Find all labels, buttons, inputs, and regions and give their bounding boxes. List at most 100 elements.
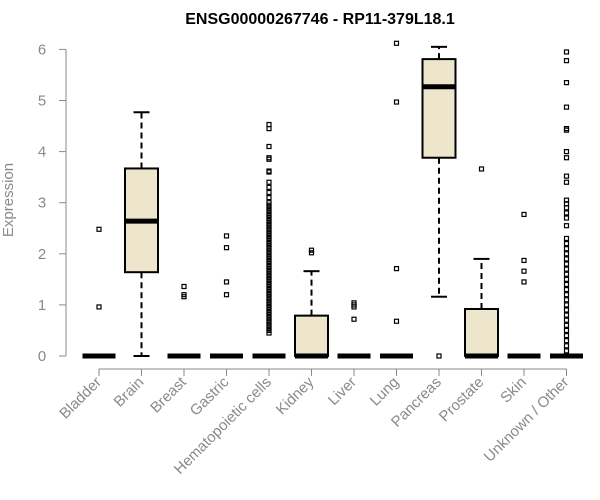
outlier-point: [308, 250, 315, 256]
outlier-point: [563, 240, 570, 247]
outlier-point: [223, 245, 230, 251]
outlier-point: [563, 155, 570, 161]
outlier-point: [266, 156, 272, 162]
outlier-point: [563, 307, 570, 313]
outlier-point: [563, 302, 570, 308]
outlier-point: [563, 312, 570, 318]
x-tick-label: Brain: [111, 374, 148, 411]
box-rect: [464, 307, 499, 358]
boxes-group: [82, 40, 583, 359]
outlier-point: [563, 261, 570, 267]
outlier-point: [563, 281, 570, 288]
outlier-point: [563, 343, 570, 349]
outlier-point: [563, 332, 570, 339]
y-tick-label: 1: [38, 297, 46, 314]
outlier-point: [563, 292, 570, 298]
outlier-point: [393, 99, 400, 105]
outlier-point: [563, 215, 570, 221]
outlier-point: [563, 210, 570, 216]
x-tick-label: Skin: [497, 374, 530, 407]
outlier-point: [563, 286, 570, 293]
box-prostate: [464, 166, 499, 359]
outlier-point: [223, 279, 230, 285]
box-skin: [507, 211, 541, 359]
outlier-point: [436, 353, 442, 359]
outlier-point: [266, 330, 272, 336]
y-axis-label: Expression: [0, 163, 17, 237]
outlier-point: [478, 166, 485, 172]
box-rect: [421, 58, 457, 159]
outlier-point: [563, 251, 570, 257]
y-tick-label: 6: [38, 41, 46, 58]
x-tick-label: Prostate: [436, 374, 488, 426]
outlier-point: [181, 283, 187, 290]
outlier-point: [563, 317, 570, 323]
outlier-point: [181, 294, 187, 300]
outlier-point: [351, 304, 357, 310]
outlier-point: [563, 80, 570, 86]
outlier-point: [563, 327, 570, 334]
outlier-point: [563, 246, 570, 252]
box-hematopoietic-cells: [252, 121, 286, 359]
x-tick-label: Kidney: [273, 373, 318, 418]
x-tick-label: Lung: [367, 374, 403, 410]
box-bladder: [82, 226, 116, 359]
outlier-point: [223, 292, 230, 298]
outlier-point: [563, 49, 570, 55]
box-lung: [380, 40, 413, 359]
y-tick-label: 5: [38, 93, 46, 110]
outlier-point: [521, 279, 527, 285]
y-tick-label: 4: [38, 144, 46, 161]
outlier-point: [96, 304, 102, 310]
outlier-point: [563, 58, 570, 64]
outlier-point: [563, 276, 570, 282]
outlier-point: [563, 297, 570, 303]
box-liver: [337, 300, 371, 359]
outlier-point: [563, 266, 570, 272]
x-tick-label: Breast: [147, 373, 190, 416]
outlier-point: [563, 322, 570, 328]
outlier-point: [351, 316, 357, 322]
outlier-point: [521, 268, 527, 274]
outlier-point: [521, 211, 527, 218]
box-brain: [124, 111, 159, 357]
outlier-point: [563, 348, 570, 354]
outlier-point: [266, 143, 272, 150]
y-tick-label: 0: [38, 348, 46, 365]
outlier-point: [563, 235, 570, 242]
outlier-point: [393, 318, 400, 324]
outlier-point: [393, 266, 400, 272]
x-tick-label: Liver: [325, 374, 360, 409]
outlier-point: [96, 226, 102, 232]
outlier-point: [266, 194, 272, 201]
outlier-point: [266, 189, 272, 196]
outlier-point: [223, 233, 230, 239]
outlier-point: [266, 126, 272, 132]
outlier-point: [393, 40, 400, 46]
x-tick-label: Bladder: [56, 374, 105, 423]
chart-title: ENSG00000267746 - RP11-379L18.1: [185, 11, 455, 28]
outlier-point: [563, 149, 570, 155]
outlier-point: [266, 121, 272, 128]
outlier-point: [563, 104, 570, 110]
y-tick-label: 3: [38, 195, 46, 212]
y-axis: 0 1 2 3 4 5 6: [38, 41, 67, 365]
outlier-point: [563, 127, 570, 133]
outlier-point: [266, 184, 272, 190]
outlier-point: [563, 173, 570, 179]
outlier-point: [521, 257, 527, 264]
outlier-point: [563, 256, 570, 262]
outlier-point: [563, 338, 570, 344]
box-unknown-other: [550, 49, 583, 359]
box-gastric: [210, 233, 243, 359]
box-breast: [167, 283, 201, 359]
box-kidney: [294, 247, 329, 359]
outlier-point: [563, 223, 570, 229]
outlier-point: [266, 169, 272, 175]
outlier-point: [563, 205, 570, 211]
outlier-point: [266, 179, 272, 185]
outlier-point: [563, 271, 570, 277]
y-tick-label: 2: [38, 246, 46, 263]
